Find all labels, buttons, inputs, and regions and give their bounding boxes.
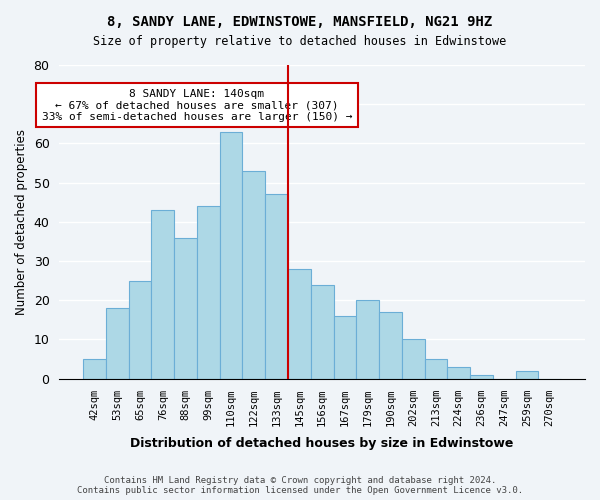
Bar xyxy=(356,300,379,378)
Bar xyxy=(448,367,470,378)
Bar xyxy=(128,280,151,378)
Bar xyxy=(379,312,402,378)
Bar xyxy=(220,132,242,378)
Bar xyxy=(311,284,334,378)
Bar xyxy=(470,374,493,378)
Y-axis label: Number of detached properties: Number of detached properties xyxy=(15,129,28,315)
Bar xyxy=(515,371,538,378)
Bar xyxy=(83,359,106,378)
Bar xyxy=(334,316,356,378)
Bar xyxy=(402,340,425,378)
Bar xyxy=(288,269,311,378)
X-axis label: Distribution of detached houses by size in Edwinstowe: Distribution of detached houses by size … xyxy=(130,437,514,450)
Bar xyxy=(425,359,448,378)
Text: 8, SANDY LANE, EDWINSTOWE, MANSFIELD, NG21 9HZ: 8, SANDY LANE, EDWINSTOWE, MANSFIELD, NG… xyxy=(107,15,493,29)
Text: Contains HM Land Registry data © Crown copyright and database right 2024.
Contai: Contains HM Land Registry data © Crown c… xyxy=(77,476,523,495)
Bar xyxy=(151,210,174,378)
Bar xyxy=(242,171,265,378)
Bar xyxy=(265,194,288,378)
Bar xyxy=(106,308,128,378)
Bar xyxy=(174,238,197,378)
Text: 8 SANDY LANE: 140sqm
← 67% of detached houses are smaller (307)
33% of semi-deta: 8 SANDY LANE: 140sqm ← 67% of detached h… xyxy=(42,88,352,122)
Bar xyxy=(197,206,220,378)
Text: Size of property relative to detached houses in Edwinstowe: Size of property relative to detached ho… xyxy=(94,35,506,48)
